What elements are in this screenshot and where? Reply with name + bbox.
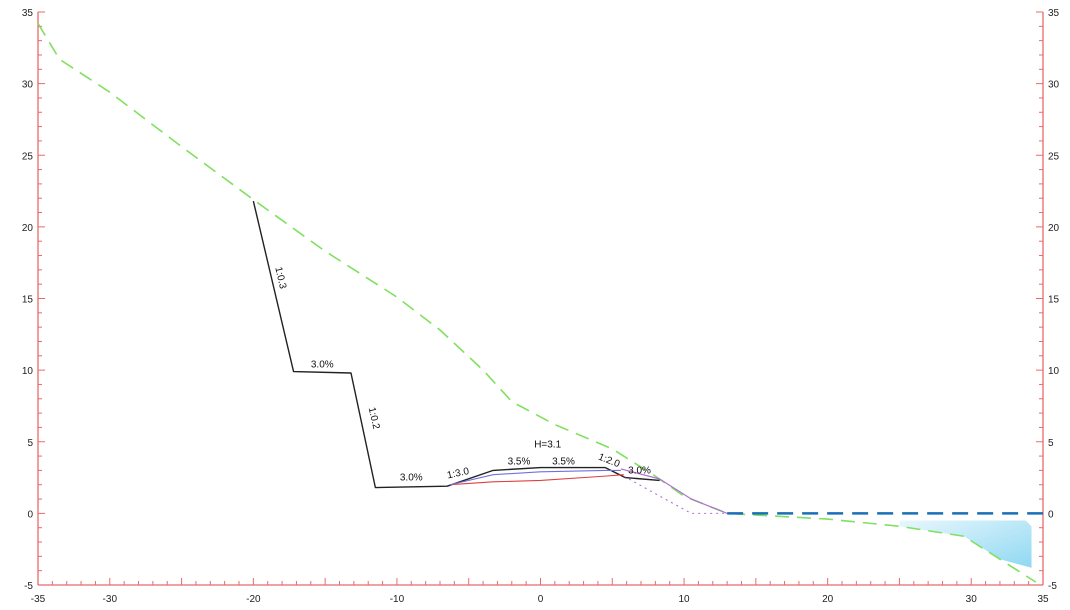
profile-lines — [37, 23, 1043, 583]
y-tick-label-left: -5 — [24, 581, 33, 592]
y-tick-label-left: 0 — [27, 509, 33, 520]
slope-annotation: 3.0% — [311, 359, 334, 370]
y-tick-label-right: 30 — [1048, 80, 1060, 91]
slope-annotation: 1:0.3 — [272, 266, 288, 291]
y-tick-label-right: 10 — [1048, 366, 1060, 377]
slope_fill-line — [620, 468, 728, 514]
x-tick-label: 35 — [1037, 594, 1049, 605]
x-tick-label: 20 — [822, 594, 834, 605]
water-fill — [899, 520, 1032, 568]
water-area — [899, 520, 1032, 568]
slope-annotation: 1:0.2 — [366, 406, 382, 431]
slope-annotation: 3.5% — [552, 457, 575, 468]
y-tick-label-left: 5 — [27, 438, 33, 449]
ground-line — [37, 23, 1037, 583]
design-line — [252, 200, 660, 489]
y-tick-label-right: 20 — [1048, 223, 1060, 234]
y-tick-label-right: 15 — [1048, 295, 1060, 306]
y-tick-label-left: 15 — [22, 295, 34, 306]
subgrade-line — [450, 474, 624, 486]
y-tick-label-right: 5 — [1048, 438, 1054, 449]
tick-marks — [37, 11, 1044, 586]
tick-labels: 35 35 30 30 25 25 20 20 15 15 10 10 5 5 0 0 -5 -5 -35 -30 -2… — [22, 8, 1060, 605]
y-tick-label-right: 35 — [1048, 8, 1060, 19]
x-tick-label: -10 — [390, 594, 405, 605]
subgrade_extension-line — [623, 475, 728, 514]
x-tick-label: -20 — [246, 594, 261, 605]
slope-annotation: 3.0% — [400, 472, 423, 483]
pavement-line — [449, 469, 621, 486]
slope-annotations: 1:0.33.0%1:0.23.0% 1:3.03.5% 3.5%H=3.11:2.… — [272, 266, 651, 484]
slope-annotation: 3.5% — [508, 457, 531, 468]
x-tick-label: 30 — [966, 594, 978, 605]
x-tick-label: -35 — [31, 594, 46, 605]
y-tick-label-left: 20 — [22, 223, 34, 234]
y-tick-label-right: 25 — [1048, 151, 1060, 162]
x-tick-label: 10 — [679, 594, 691, 605]
y-tick-label-left: 25 — [22, 151, 34, 162]
y-tick-label-right: -5 — [1048, 581, 1057, 592]
y-tick-label-left: 35 — [22, 8, 34, 19]
y-tick-label-left: 30 — [22, 80, 34, 91]
x-tick-label: 0 — [538, 594, 544, 605]
y-tick-label-left: 10 — [22, 366, 34, 377]
slope-annotation: 1:3.0 — [446, 466, 470, 481]
y-tick-label-right: 0 — [1048, 509, 1054, 520]
slope-annotation: H=3.1 — [534, 439, 561, 450]
slope-annotation: 3.0% — [628, 465, 651, 476]
x-tick-label: -30 — [103, 594, 118, 605]
axes — [37, 12, 1044, 586]
